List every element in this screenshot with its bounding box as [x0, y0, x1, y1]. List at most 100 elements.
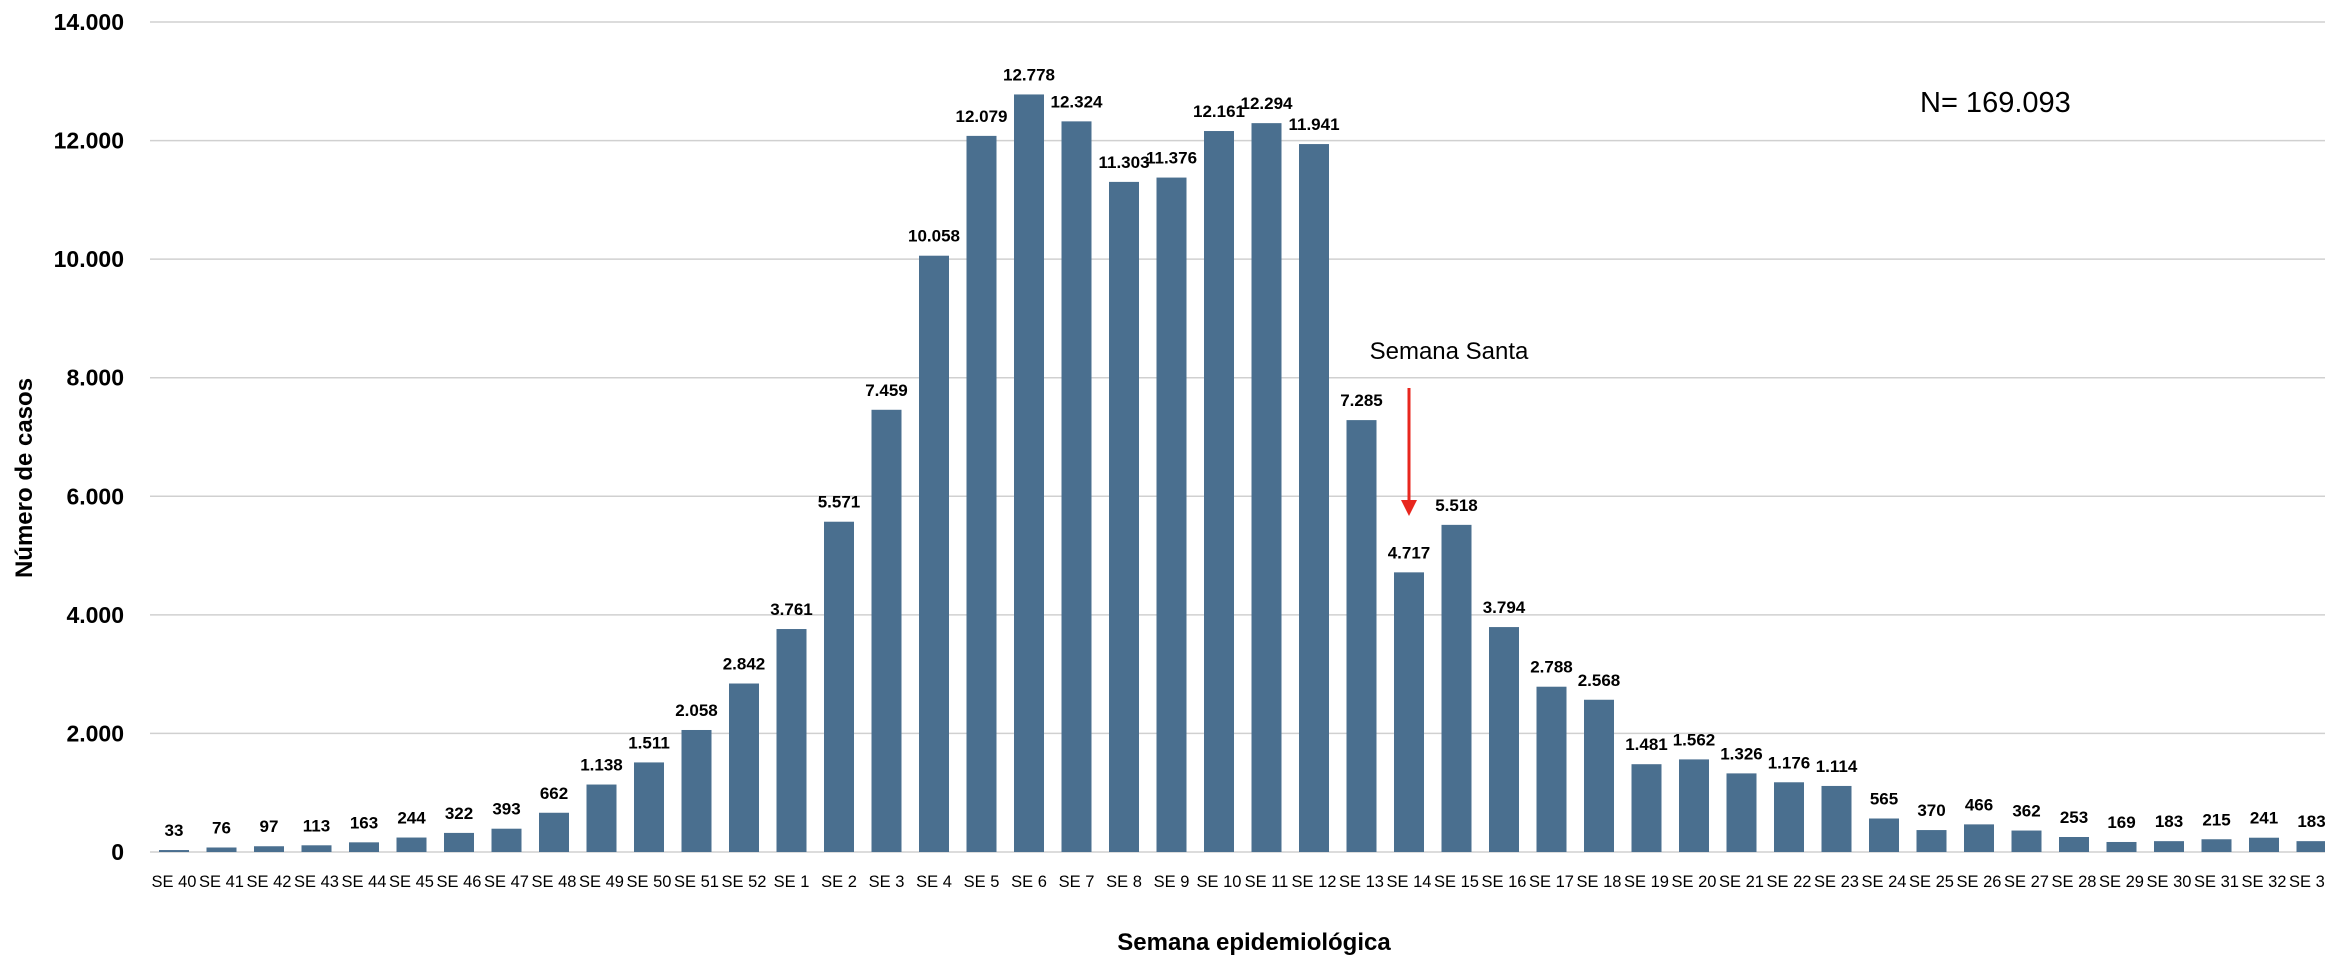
bar — [586, 784, 617, 852]
x-tick-label: SE 30 — [2147, 873, 2192, 891]
bar — [1964, 824, 1994, 852]
bar-value-label: 183 — [2297, 812, 2325, 831]
annotations: Semana Santa N= 169.093 — [1370, 87, 2071, 516]
x-axis-ticks: SE 40 SE 41 SE 42 SE 43 SE 44 SE 45 SE 46 SE 47… — [152, 873, 2325, 891]
x-tick-label: SE 45 — [389, 873, 434, 891]
x-tick-label: SE 47 — [484, 873, 529, 891]
bars — [159, 94, 2325, 853]
bar-value-label: 5.571 — [818, 493, 861, 512]
bar-value-label: 1.326 — [1720, 744, 1763, 763]
bar-value-label: 466 — [1965, 795, 1993, 814]
bar-value-label: 2.788 — [1530, 658, 1573, 677]
bar-value-label: 1.562 — [1673, 730, 1716, 749]
bar — [2154, 841, 2184, 852]
bar — [1726, 773, 1757, 852]
x-tick-label: SE 8 — [1106, 873, 1142, 891]
x-tick-label: SE 4 — [916, 873, 952, 891]
x-tick-label: SE 19 — [1624, 873, 1669, 891]
bar-value-label: 362 — [2012, 802, 2040, 821]
bar-value-label: 2.842 — [723, 655, 766, 674]
semana-santa-arrowhead — [1401, 500, 1417, 516]
x-tick-label: SE 21 — [1719, 873, 1764, 891]
x-tick-label: SE 48 — [532, 873, 577, 891]
bar — [871, 409, 902, 852]
x-tick-label: SE 49 — [579, 873, 624, 891]
x-tick-label: SE 26 — [1957, 873, 2002, 891]
bar — [1869, 818, 1899, 852]
bar — [254, 846, 284, 852]
y-tick-label: 12.000 — [54, 128, 124, 154]
bar-value-label: 244 — [397, 809, 426, 828]
bar — [491, 828, 522, 852]
bar-value-label: 3.794 — [1483, 598, 1526, 617]
x-tick-label: SE 10 — [1197, 873, 1242, 891]
y-tick-label: 8.000 — [66, 365, 124, 391]
x-tick-label: SE 14 — [1387, 873, 1432, 891]
bar-value-label: 5.518 — [1435, 496, 1478, 515]
x-tick-label: SE 46 — [437, 873, 482, 891]
x-tick-label: SE 12 — [1292, 873, 1337, 891]
bar — [1014, 94, 1044, 852]
bar — [1916, 830, 1947, 852]
bar-value-label: 322 — [445, 804, 473, 823]
bar-value-label: 183 — [2155, 812, 2183, 831]
y-tick-label: 4.000 — [66, 602, 124, 628]
bar-value-label: 4.717 — [1388, 543, 1431, 562]
bar — [1489, 627, 1519, 852]
bar-value-label: 10.058 — [908, 227, 960, 246]
bar-value-label: 12.324 — [1051, 92, 1104, 111]
x-tick-label: SE 20 — [1672, 873, 1717, 891]
x-tick-label: SE 2 — [821, 873, 857, 891]
x-tick-label: SE 43 — [294, 873, 339, 891]
x-tick-label: SE 18 — [1577, 873, 1622, 891]
x-tick-label: SE 3 — [869, 873, 905, 891]
y-tick-label: 14.000 — [54, 9, 124, 35]
bar-value-label: 76 — [212, 818, 231, 837]
bar-value-label: 662 — [540, 784, 568, 803]
bar-value-label: 565 — [1870, 790, 1898, 809]
bar-value-label: 1.114 — [1816, 757, 1858, 776]
x-tick-label: SE 5 — [964, 873, 1000, 891]
x-tick-label: SE 7 — [1059, 873, 1095, 891]
bar — [1774, 782, 1804, 852]
bar — [1394, 572, 1424, 852]
bar — [2296, 841, 2325, 852]
x-tick-label: SE 9 — [1154, 873, 1190, 891]
bar — [966, 135, 997, 852]
bar-value-label: 12.161 — [1193, 102, 1245, 121]
bar — [1346, 420, 1377, 852]
x-tick-label: SE 28 — [2052, 873, 2097, 891]
bar-value-label: 163 — [350, 813, 378, 832]
bar — [1441, 524, 1472, 852]
bar — [2059, 837, 2089, 852]
x-tick-label: SE 41 — [199, 873, 244, 891]
x-tick-label: SE 16 — [1482, 873, 1527, 891]
x-tick-label: SE 25 — [1909, 873, 1954, 891]
bar — [2249, 837, 2279, 852]
y-tick-label: 2.000 — [66, 720, 124, 746]
bar-value-label: 241 — [2250, 809, 2278, 828]
y-tick-label: 6.000 — [66, 483, 124, 509]
x-tick-label: SE 29 — [2099, 873, 2144, 891]
bar-value-label: 215 — [2202, 810, 2230, 829]
data-labels: 33 76 97 113 163 244 322 393 662 1.138 1.511 2.058 2… — [165, 65, 2325, 840]
bar — [681, 729, 712, 852]
bar-value-label: 253 — [2060, 808, 2088, 827]
bar-value-label: 11.941 — [1288, 115, 1339, 134]
x-tick-label: SE 23 — [1814, 873, 1859, 891]
bar — [1251, 123, 1282, 853]
x-tick-label: SE 24 — [1862, 873, 1907, 891]
x-tick-label: SE 51 — [674, 873, 719, 891]
bar-value-label: 1.138 — [580, 756, 623, 775]
y-axis-title: Número de casos — [11, 378, 38, 578]
bar — [1584, 699, 1614, 852]
bar-value-label: 11.376 — [1146, 149, 1197, 168]
bar — [349, 842, 379, 852]
bar-value-label: 1.481 — [1625, 735, 1668, 754]
x-tick-label: SE 17 — [1529, 873, 1574, 891]
bar — [1204, 131, 1234, 852]
bar — [159, 850, 189, 852]
bar-value-label: 169 — [2107, 813, 2135, 832]
x-tick-label: SE 50 — [627, 873, 672, 891]
